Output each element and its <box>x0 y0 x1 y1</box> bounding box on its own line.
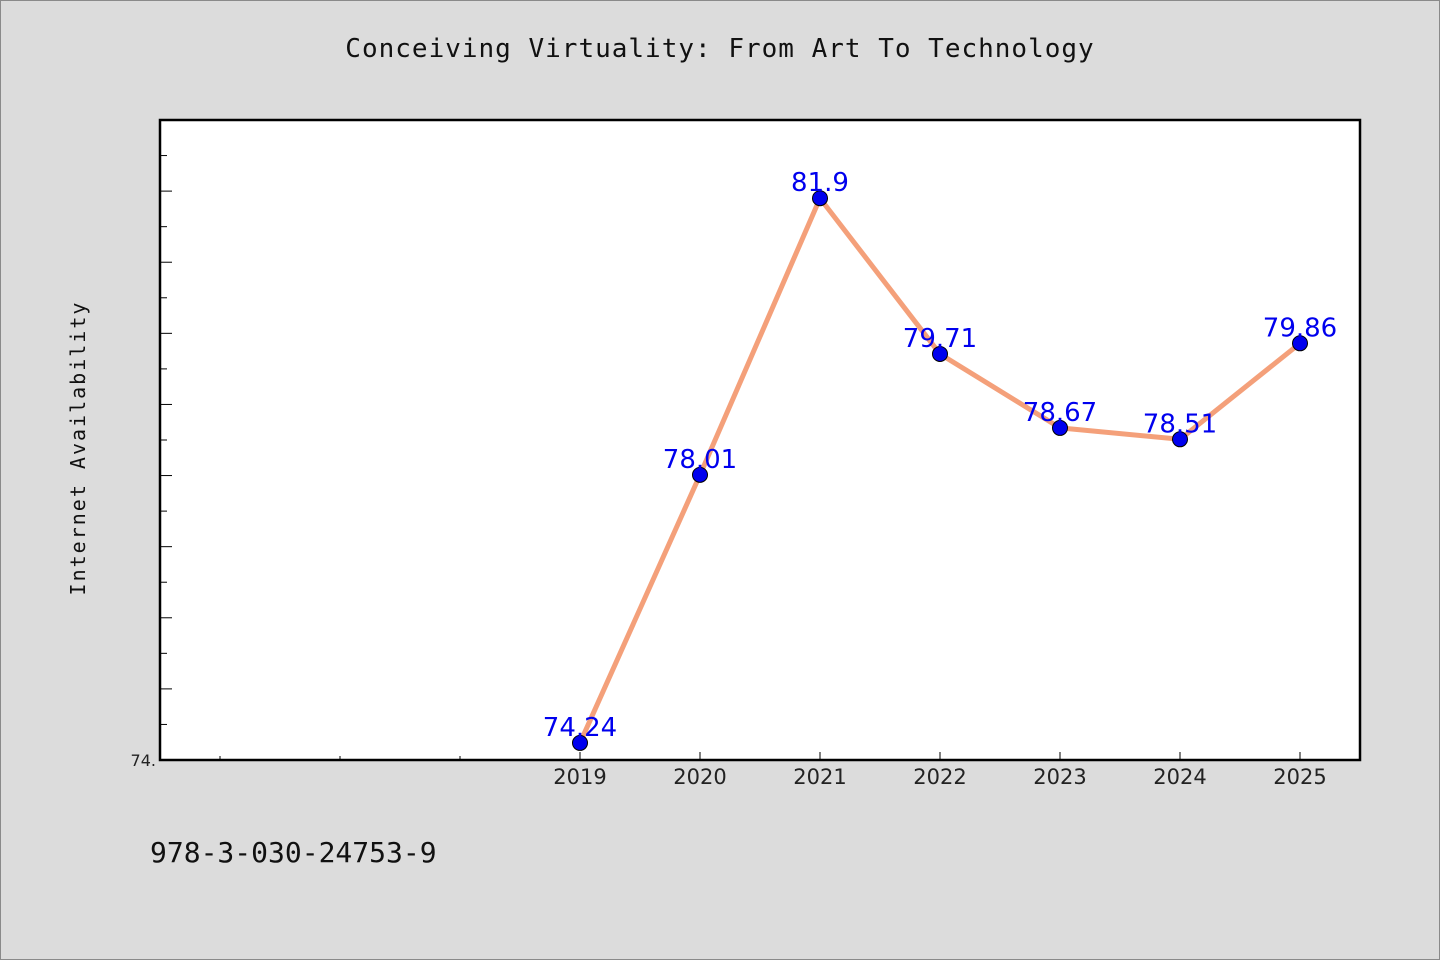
x-tick-label: 2022 <box>913 765 966 789</box>
data-point <box>1052 419 1068 436</box>
x-tick-label: 2025 <box>1273 765 1326 789</box>
x-tick-label: 2021 <box>793 765 846 789</box>
data-label: 79.86 <box>1263 313 1337 343</box>
data-label: 81.9 <box>791 168 849 198</box>
data-label: 78.01 <box>663 445 737 475</box>
data-point <box>932 345 948 362</box>
x-tick-label: 2024 <box>1153 765 1206 789</box>
x-tick-label: 2020 <box>673 765 726 789</box>
x-tick-label: 2023 <box>1033 765 1086 789</box>
isbn-footer: 978-3-030-24753-9 <box>150 836 437 869</box>
data-label: 78.67 <box>1023 398 1097 428</box>
data-point <box>692 466 708 483</box>
data-label: 78.51 <box>1143 409 1217 439</box>
data-point <box>812 190 828 207</box>
data-point <box>572 734 588 751</box>
data-point <box>1292 335 1308 352</box>
data-label: 74.24 <box>543 713 617 743</box>
x-tick-label: 2019 <box>553 765 606 789</box>
plot-area <box>158 118 1362 762</box>
y-tick-label: 74. <box>131 751 156 770</box>
data-point <box>1172 431 1188 448</box>
data-label: 79.71 <box>903 324 977 354</box>
chart-title: Conceiving Virtuality: From Art To Techn… <box>345 34 1095 64</box>
